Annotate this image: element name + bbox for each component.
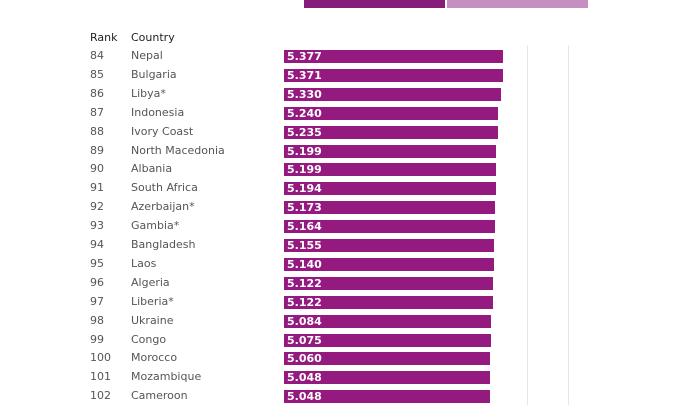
gridline [568, 45, 569, 405]
table-row: 95 Laos 5.140 [0, 255, 700, 274]
country-cell: Cameroon [131, 389, 188, 403]
score-bar[interactable]: 5.075 [284, 333, 492, 347]
country-cell: Bangladesh [131, 238, 196, 251]
country-cell: Gambia* [131, 219, 180, 233]
country-cell: Ukraine [131, 313, 174, 327]
rank-cell: 88 [90, 124, 104, 138]
score-bar[interactable]: 5.235 [284, 125, 498, 139]
table-row: 91 South Africa 5.194 [0, 179, 700, 198]
rank-cell: 98 [90, 313, 104, 327]
country-cell: Laos [131, 256, 157, 270]
rank-column-header: Rank [90, 31, 118, 44]
table-row: 86 Libya* 5.330 [0, 85, 700, 104]
country-cell: Indonesia [131, 105, 185, 119]
table-row: 93 Gambia* 5.164 [0, 217, 700, 236]
score-bar[interactable]: 5.084 [284, 314, 492, 328]
country-cell: Nepal [131, 49, 163, 62]
table-row: 87 Indonesia 5.240 [0, 104, 700, 123]
rank-cell: 87 [90, 105, 104, 119]
country-cell: South Africa [131, 181, 198, 195]
score-bar[interactable]: 5.164 [284, 220, 495, 234]
table-row: 100 Morocco 5.060 [0, 349, 700, 368]
rank-cell: 97 [90, 294, 104, 308]
score-bar[interactable]: 5.048 [284, 390, 490, 404]
rank-cell: 89 [90, 143, 104, 157]
country-cell: Libya* [131, 86, 166, 100]
table-row: 101 Mozambique 5.048 [0, 368, 700, 387]
table-row: 102 Cameroon 5.048 [0, 387, 700, 406]
country-cell: Algeria [131, 275, 170, 289]
score-bar[interactable]: 5.122 [284, 276, 493, 290]
score-bar[interactable]: 5.048 [284, 371, 490, 385]
country-cell: Mozambique [131, 370, 202, 384]
table-row: 97 Liberia* 5.122 [0, 293, 700, 312]
score-bar[interactable]: 5.371 [284, 68, 504, 82]
score-bar[interactable]: 5.060 [284, 352, 491, 366]
view-toggle-active[interactable] [304, 0, 445, 8]
table-row: 88 Ivory Coast 5.235 [0, 123, 700, 142]
table-row: 94 Bangladesh 5.155 [0, 236, 700, 255]
rank-cell: 85 [90, 67, 104, 81]
rank-cell: 95 [90, 256, 104, 270]
score-bar[interactable]: 5.199 [284, 144, 497, 158]
rank-cell: 93 [90, 219, 104, 233]
gridline [527, 45, 528, 405]
country-cell: Azerbaijan* [131, 200, 195, 214]
table-row: 96 Algeria 5.122 [0, 274, 700, 293]
score-bar[interactable]: 5.155 [284, 239, 495, 252]
rank-cell: 90 [90, 162, 104, 176]
rank-cell: 86 [90, 86, 104, 100]
rank-cell: 84 [90, 49, 104, 62]
rank-cell: 91 [90, 181, 104, 195]
score-bar[interactable]: 5.122 [284, 295, 493, 309]
country-cell: Ivory Coast [131, 124, 194, 138]
score-bar[interactable]: 5.140 [284, 257, 494, 271]
country-cell: Congo [131, 332, 167, 346]
score-bar[interactable]: 5.199 [284, 163, 497, 177]
table-row: 99 Congo 5.075 [0, 331, 700, 350]
rank-cell: 102 [90, 389, 111, 403]
score-bar[interactable]: 5.330 [284, 87, 502, 101]
country-cell: Albania [131, 162, 173, 176]
table-row: 90 Albania 5.199 [0, 160, 700, 179]
score-bar[interactable]: 5.194 [284, 182, 496, 196]
rank-cell: 101 [90, 370, 111, 384]
view-toggle-inactive[interactable] [447, 0, 588, 8]
rank-cell: 92 [90, 200, 104, 214]
rank-cell: 96 [90, 275, 104, 289]
country-cell: Morocco [131, 351, 178, 365]
score-bar[interactable]: 5.240 [284, 106, 498, 120]
country-column-header: Country [131, 31, 175, 44]
country-cell: North Macedonia [131, 143, 225, 157]
country-cell: Liberia* [131, 294, 174, 308]
rank-cell: 100 [90, 351, 111, 365]
score-bar[interactable]: 5.173 [284, 201, 496, 215]
table-row: 84 Nepal 5.377 [0, 47, 700, 66]
table-row: 85 Bulgaria 5.371 [0, 66, 700, 85]
score-bar[interactable]: 5.377 [284, 50, 504, 63]
table-row: 98 Ukraine 5.084 [0, 312, 700, 331]
table-row: 92 Azerbaijan* 5.173 [0, 198, 700, 217]
rank-cell: 94 [90, 238, 104, 251]
table-row: 89 North Macedonia 5.199 [0, 142, 700, 161]
rank-cell: 99 [90, 332, 104, 346]
country-cell: Bulgaria [131, 67, 177, 81]
